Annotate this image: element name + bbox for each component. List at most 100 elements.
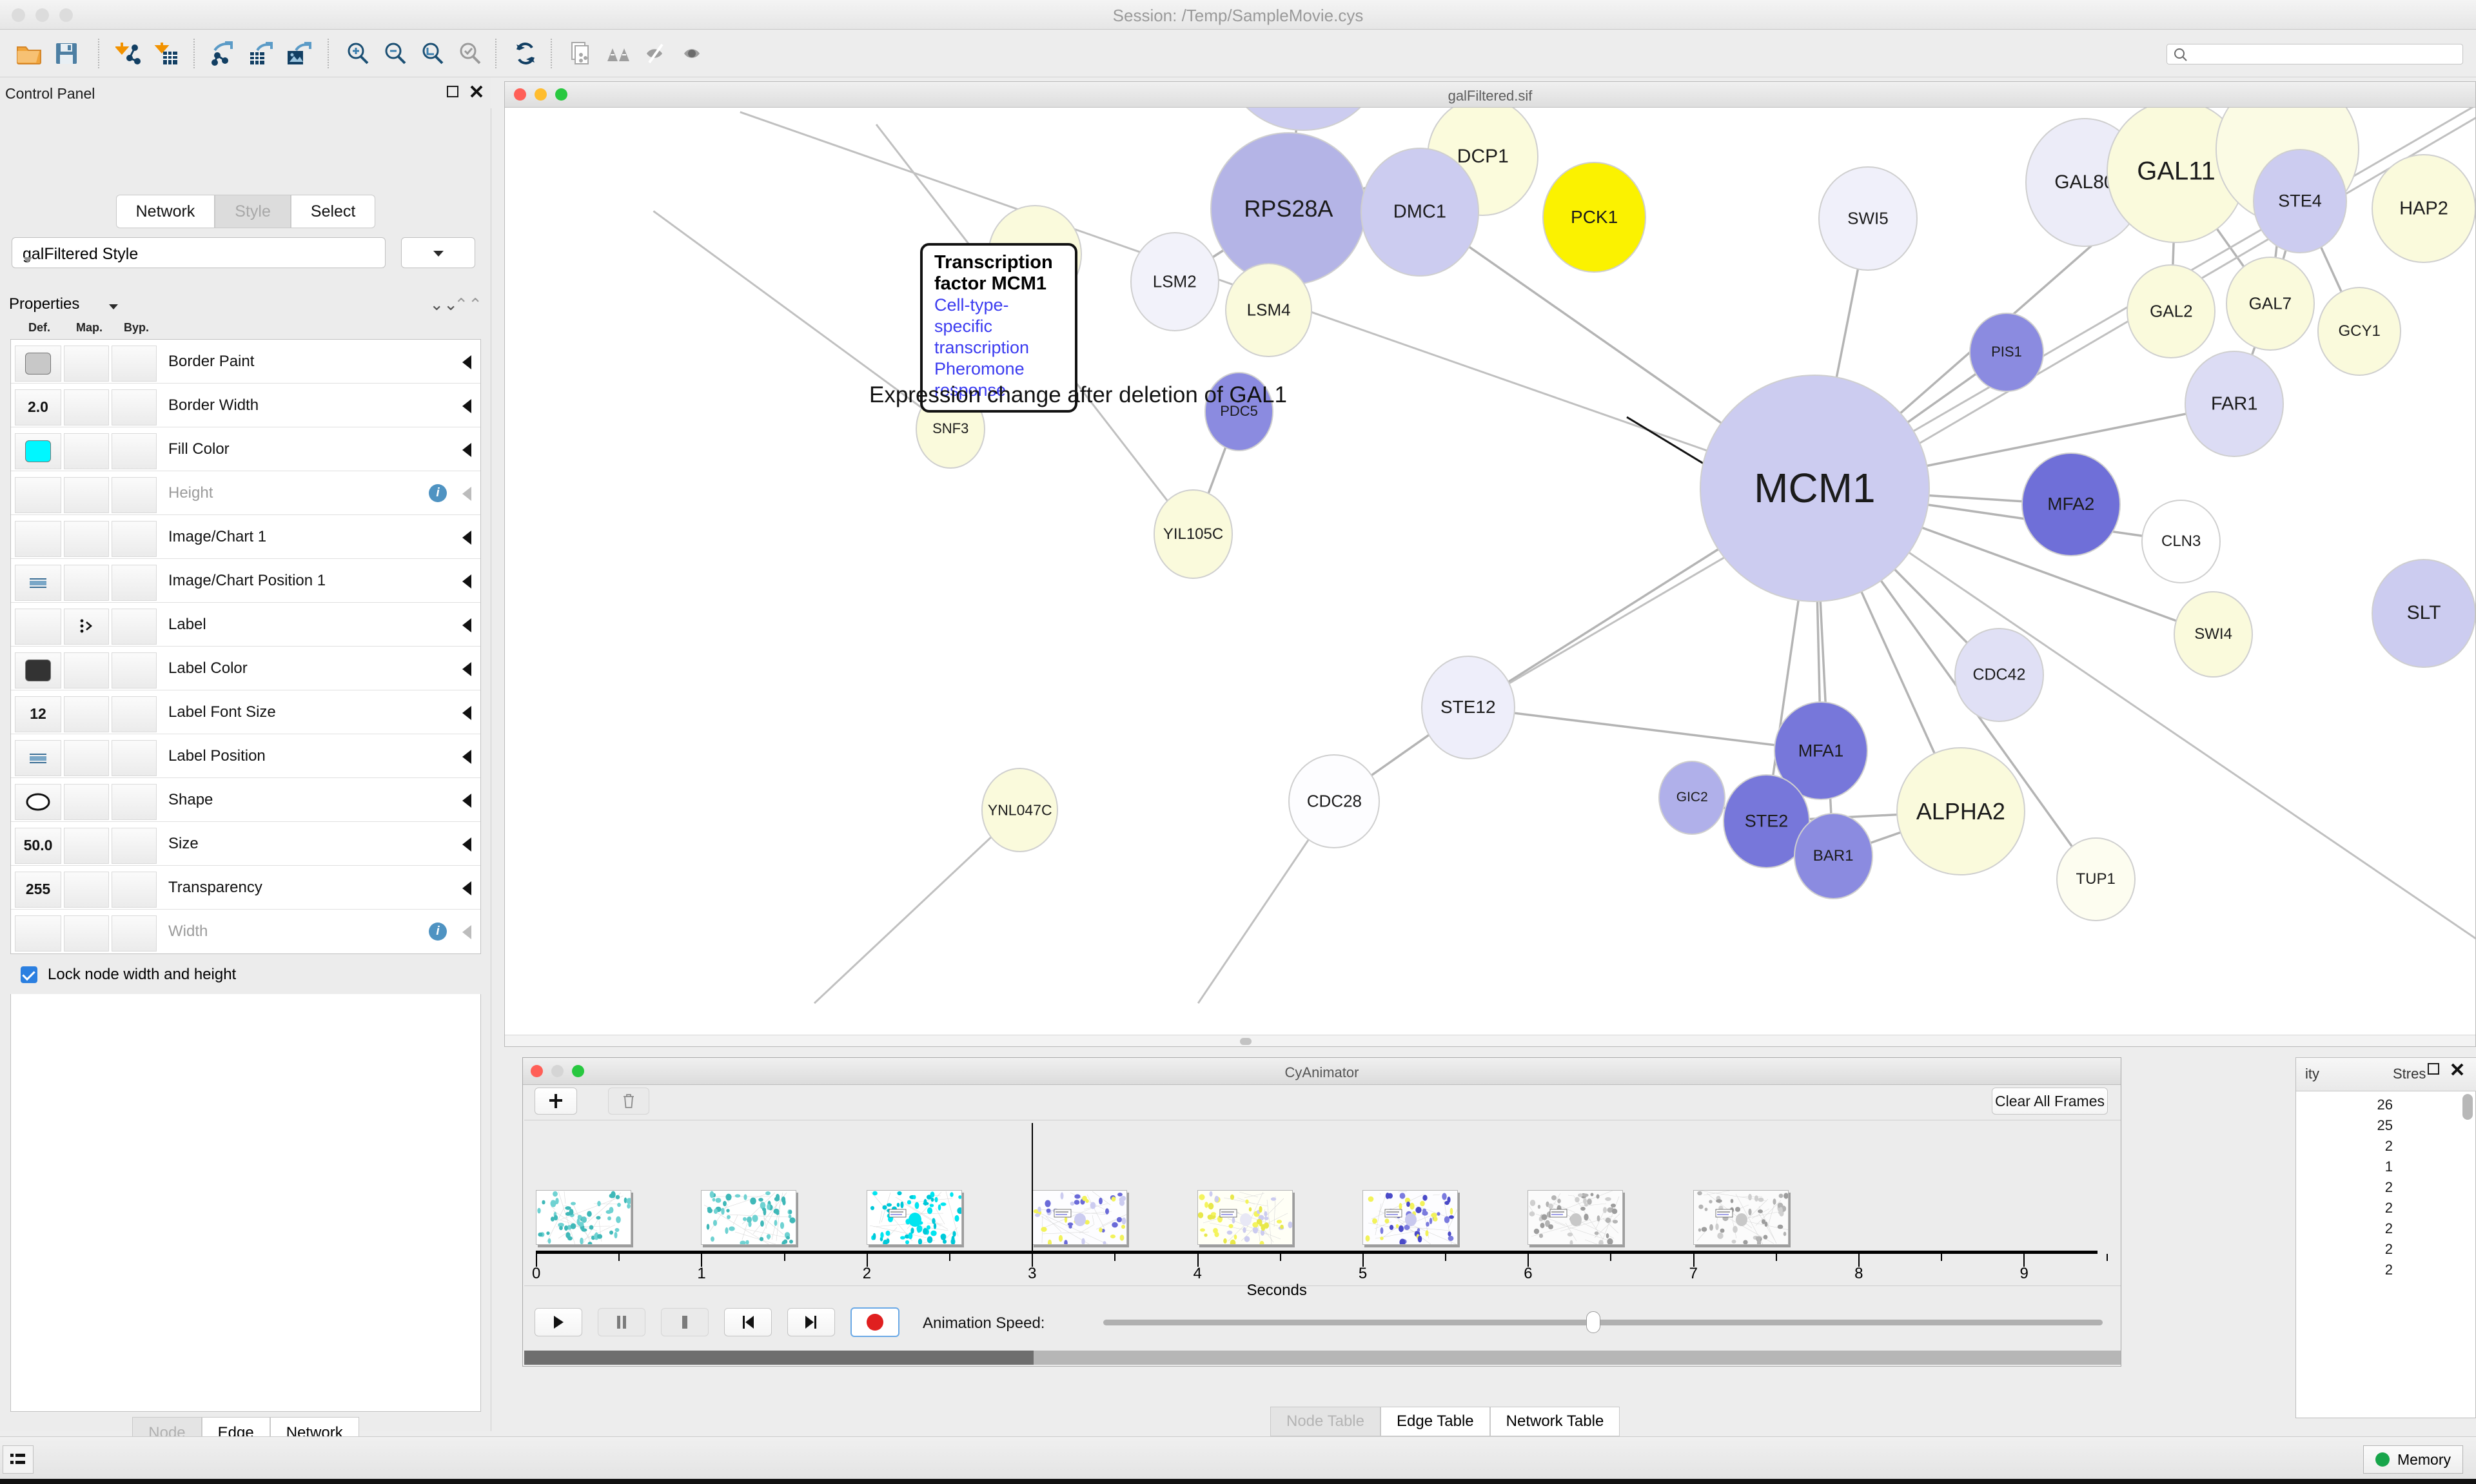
zoom-fit-icon[interactable]	[453, 36, 487, 71]
property-default-cell[interactable]: 50.0	[15, 827, 61, 864]
network-node[interactable]	[2317, 286, 2402, 376]
property-bypass-cell[interactable]	[112, 564, 157, 601]
window-controls[interactable]	[12, 8, 73, 22]
timeline-frame[interactable]	[1528, 1190, 1624, 1245]
expand-arrow-icon[interactable]	[462, 618, 471, 632]
expand-arrow-icon[interactable]	[462, 750, 471, 764]
expand-arrow-icon[interactable]	[462, 794, 471, 808]
property-default-cell[interactable]: 255	[15, 871, 61, 908]
minimize-dot-icon[interactable]	[551, 1065, 564, 1077]
properties-dropdown-icon[interactable]	[108, 302, 119, 313]
expand-arrow-icon[interactable]	[462, 706, 471, 720]
property-default-cell[interactable]	[15, 608, 61, 645]
network-node[interactable]	[2174, 591, 2254, 678]
timeline-frame[interactable]	[866, 1190, 962, 1245]
color-swatch[interactable]	[25, 440, 51, 462]
tab-network-table[interactable]: Network Table	[1489, 1407, 1620, 1436]
last-frame-button[interactable]	[787, 1308, 835, 1336]
maximize-dot-icon[interactable]	[555, 88, 567, 101]
info-icon[interactable]: i	[429, 923, 447, 941]
network-canvas[interactable]: RPS28BDCP1RPS28ADMC1PCK1SWI5GAL80GAL11ST…	[505, 108, 2475, 1036]
timeline-frame[interactable]	[536, 1190, 631, 1245]
network-node[interactable]	[981, 768, 1059, 852]
network-node[interactable]	[1793, 812, 1873, 899]
property-row[interactable]: Height i	[11, 471, 480, 515]
maximize-dot-icon[interactable]	[572, 1065, 584, 1077]
add-frame-button[interactable]	[535, 1088, 577, 1115]
style-options-menu[interactable]	[401, 237, 475, 268]
close-dot-icon[interactable]	[514, 88, 526, 101]
import-table-icon[interactable]	[148, 36, 183, 71]
property-row[interactable]: Shape	[11, 778, 480, 822]
property-bypass-cell[interactable]	[112, 389, 157, 425]
first-frame-button[interactable]	[724, 1308, 772, 1336]
destroy-network-icon[interactable]	[601, 36, 636, 71]
property-default-cell[interactable]	[15, 739, 61, 776]
property-default-cell[interactable]	[15, 520, 61, 557]
play-button[interactable]	[535, 1308, 582, 1336]
canvas-horizontal-scrollbar[interactable]	[505, 1035, 2475, 1046]
close-dot-icon[interactable]	[531, 1065, 543, 1077]
color-swatch[interactable]	[25, 659, 51, 681]
timeline-frame[interactable]	[1197, 1190, 1293, 1245]
property-default-cell[interactable]	[15, 345, 61, 382]
property-bypass-cell[interactable]	[112, 696, 157, 732]
property-default-cell[interactable]	[15, 433, 61, 469]
network-node[interactable]	[2141, 499, 2221, 584]
network-node[interactable]	[1360, 148, 1480, 277]
expand-arrow-icon[interactable]	[462, 399, 471, 413]
record-button[interactable]	[850, 1307, 899, 1337]
property-default-cell[interactable]	[15, 915, 61, 952]
property-row[interactable]: 12 Label Font Size	[11, 690, 480, 734]
table-cell[interactable]: 2	[2384, 1179, 2393, 1195]
hide-selected-icon[interactable]	[638, 36, 673, 71]
property-mapping-cell[interactable]	[64, 871, 109, 908]
property-bypass-cell[interactable]	[112, 915, 157, 952]
network-node[interactable]	[1288, 754, 1380, 849]
network-node[interactable]	[2185, 351, 2284, 458]
property-mapping-cell[interactable]	[64, 915, 109, 952]
animation-speed-slider[interactable]	[1103, 1311, 2103, 1333]
zoom-selected-icon[interactable]	[415, 36, 450, 71]
memory-button[interactable]: Memory	[2363, 1445, 2463, 1474]
property-row[interactable]: Label Position	[11, 734, 480, 778]
property-mapping-cell[interactable]	[64, 783, 109, 820]
tab-select[interactable]: Select	[290, 195, 376, 228]
property-bypass-cell[interactable]	[112, 345, 157, 382]
expand-arrow-icon[interactable]	[462, 837, 471, 852]
open-folder-icon[interactable]	[12, 36, 46, 71]
property-default-cell[interactable]	[15, 476, 61, 513]
table-cell[interactable]: 26	[2377, 1097, 2393, 1113]
expand-arrow-icon[interactable]	[462, 531, 471, 545]
property-mapping-cell[interactable]	[64, 608, 109, 645]
property-row[interactable]: 255 Transparency	[11, 866, 480, 910]
property-mapping-cell[interactable]	[64, 520, 109, 557]
property-row[interactable]: 50.0 Size	[11, 822, 480, 866]
property-mapping-cell[interactable]	[64, 652, 109, 688]
annotation-box[interactable]: Transcription factor MCM1 Cell-type-spec…	[920, 243, 1077, 413]
property-bypass-cell[interactable]	[112, 783, 157, 820]
timeline-frame[interactable]	[1693, 1190, 1789, 1245]
network-window-controls[interactable]	[514, 88, 567, 101]
status-log-icon[interactable]	[3, 1445, 34, 1474]
network-node[interactable]	[1204, 372, 1274, 451]
timeline-frame[interactable]	[1032, 1190, 1128, 1245]
property-bypass-cell[interactable]	[112, 827, 157, 864]
table-cell[interactable]: 2	[2384, 1262, 2393, 1278]
property-bypass-cell[interactable]	[112, 476, 157, 513]
timeline-frame[interactable]	[701, 1190, 797, 1245]
show-all-icon[interactable]	[676, 36, 711, 71]
zoom-in-icon[interactable]	[340, 36, 375, 71]
float-table-icon[interactable]	[2427, 1062, 2440, 1080]
table-cell[interactable]: 2	[2384, 1138, 2393, 1154]
tab-style[interactable]: Style	[215, 195, 291, 228]
property-bypass-cell[interactable]	[112, 520, 157, 557]
float-panel-icon[interactable]	[446, 85, 459, 101]
expand-arrow-icon[interactable]	[462, 355, 471, 369]
network-node[interactable]	[1225, 263, 1312, 357]
property-row[interactable]: Label	[11, 603, 480, 647]
property-mapping-cell[interactable]	[64, 476, 109, 513]
network-node[interactable]	[2253, 149, 2347, 253]
property-bypass-cell[interactable]	[112, 739, 157, 776]
network-node[interactable]	[1896, 747, 2025, 876]
